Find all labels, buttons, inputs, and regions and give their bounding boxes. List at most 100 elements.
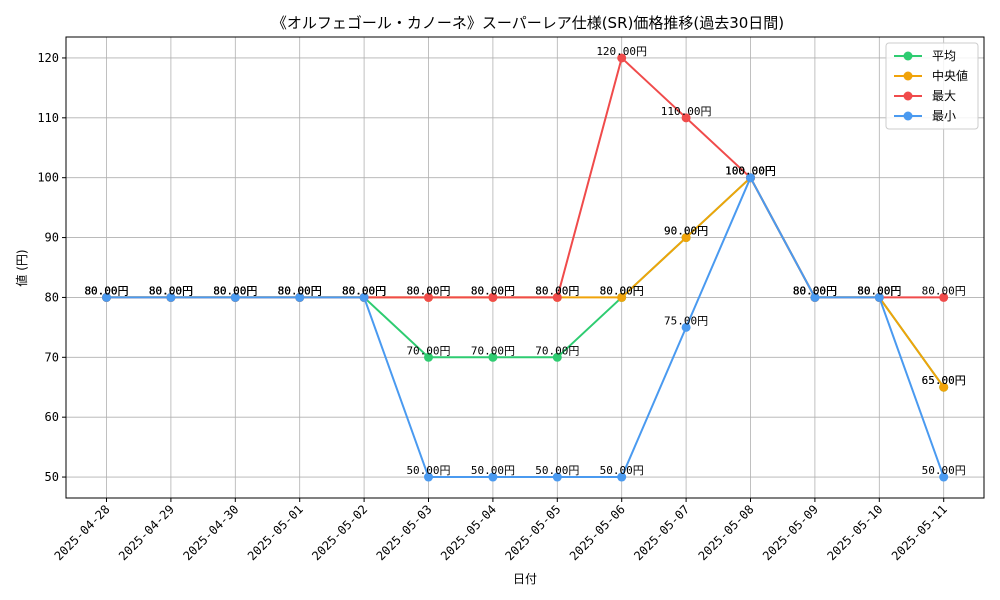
data-point [102, 292, 111, 302]
data-label: 80.00円 [342, 284, 386, 297]
data-label: 80.00円 [922, 284, 966, 297]
data-label: 65.00円 [922, 374, 966, 387]
data-label: 80.00円 [535, 284, 579, 297]
data-label: 50.00円 [406, 464, 450, 477]
data-label: 80.00円 [278, 284, 322, 297]
y-tick-label: 50 [45, 470, 59, 484]
y-tick-label: 110 [37, 111, 59, 125]
data-point [874, 292, 884, 302]
data-label: 80.00円 [278, 284, 322, 297]
legend-marker [903, 91, 913, 101]
data-label: 100.00円 [725, 165, 776, 178]
data-point [552, 472, 562, 482]
x-tick-label: 2025-04-29 [116, 502, 177, 563]
data-label: 70.00円 [535, 344, 579, 357]
data-label: 70.00円 [471, 344, 515, 357]
data-point [939, 292, 949, 302]
x-tick-label: 2025-05-02 [309, 502, 370, 563]
data-label: 65.00円 [922, 374, 966, 387]
series-line-4 [106, 176, 945, 479]
legend-box [885, 42, 979, 130]
grid [66, 37, 984, 498]
data-label: 80.00円 [149, 284, 193, 297]
data-label: 50.00円 [600, 464, 644, 477]
data-label: 100.00円 [725, 165, 776, 178]
data-point [810, 292, 820, 302]
y-tick-label: 90 [45, 231, 59, 245]
data-label: 100.00円 [725, 165, 776, 178]
legend-label: 中央値 [932, 68, 968, 83]
data-label: 80.00円 [471, 284, 515, 297]
data-label: 80.00円 [149, 284, 193, 297]
data-point [681, 233, 691, 243]
data-point [230, 292, 240, 302]
data-label: 80.00円 [857, 284, 901, 297]
data-label: 50.00円 [922, 464, 966, 477]
legend-marker [903, 111, 913, 121]
data-label: 80.00円 [84, 284, 128, 297]
data-label: 80.00円 [213, 284, 257, 297]
x-tick-label: 2025-05-01 [245, 502, 306, 563]
legend-label: 最小 [932, 109, 956, 123]
data-label: 80.00円 [857, 284, 901, 297]
data-label: 80.00円 [149, 284, 193, 297]
data-label: 80.00円 [471, 284, 515, 297]
data-label: 80.00円 [213, 284, 257, 297]
data-point [681, 322, 691, 332]
data-label: 80.00円 [793, 284, 837, 297]
data-point [295, 292, 305, 302]
data-point [617, 292, 627, 302]
data-point [424, 352, 433, 362]
data-point [424, 472, 433, 482]
data-point [939, 382, 949, 392]
x-tick-label: 2025-04-28 [52, 502, 113, 563]
data-label: 80.00円 [342, 284, 386, 297]
data-label: 75.00円 [664, 314, 708, 327]
x-tick-label: 2025-05-03 [374, 502, 435, 563]
data-label: 80.00円 [793, 284, 837, 297]
x-axis-label: 日付 [513, 572, 537, 586]
data-label: 80.00円 [857, 284, 901, 297]
x-tick-label: 2025-05-05 [502, 502, 563, 563]
legend-label: 最大 [932, 89, 956, 103]
data-point [939, 472, 949, 482]
data-label: 80.00円 [793, 284, 837, 297]
data-label: 80.00円 [149, 284, 193, 297]
data-label: 80.00円 [342, 284, 386, 297]
data-label: 80.00円 [84, 284, 128, 297]
data-label: 110.00円 [661, 105, 712, 118]
series-lines [102, 53, 949, 482]
data-label: 80.00円 [84, 284, 128, 297]
data-point [617, 472, 627, 482]
y-axis-label: 値 (円) [14, 249, 29, 286]
y-tick-label: 120 [37, 51, 59, 65]
x-tick-label: 2025-05-10 [824, 502, 885, 563]
x-tick-label: 2025-05-07 [631, 502, 692, 563]
y-tick-label: 70 [45, 350, 59, 364]
series-line-1 [106, 176, 945, 388]
data-label: 80.00円 [84, 284, 128, 297]
data-label: 100.00円 [725, 165, 776, 178]
data-point [488, 352, 498, 362]
data-point [617, 53, 627, 63]
data-point [552, 352, 562, 362]
y-tick-label: 80 [45, 290, 59, 304]
chart-title: 《オルフェゴール・カノーネ》スーパーレア仕様(SR)価格推移(過去30日間) [272, 14, 784, 32]
x-tick-label: 2025-04-30 [180, 502, 241, 563]
data-label: 50.00円 [535, 464, 579, 477]
axis-ticks: 2025-04-28 2025-04-29 2025-04-30 2025-05-01… [37, 51, 950, 563]
plot-frame [65, 36, 985, 499]
data-point [166, 292, 176, 302]
legend-marker [903, 71, 913, 81]
data-point [681, 113, 691, 123]
data-label: 80.00円 [278, 284, 322, 297]
series-line-2 [106, 176, 945, 388]
data-label: 80.00円 [213, 284, 257, 297]
data-label: 80.00円 [406, 284, 450, 297]
data-label: 80.00円 [535, 284, 579, 297]
x-tick-label: 2025-05-06 [567, 502, 628, 563]
data-label: 90.00円 [664, 225, 708, 238]
data-point [359, 292, 369, 302]
data-label: 80.00円 [793, 284, 837, 297]
